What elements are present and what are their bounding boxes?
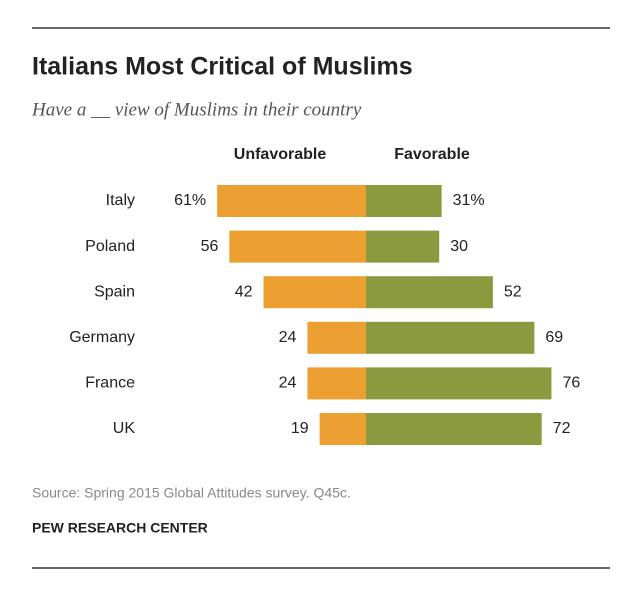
legend-label: Unfavorable [234, 146, 327, 163]
value-label: 24 [279, 375, 297, 392]
source: Source: Spring 2015 Global Attitudes sur… [32, 485, 351, 501]
chart-subtitle: Have a __ view of Muslims in their count… [31, 99, 362, 120]
credit: PEW RESEARCH CENTER [32, 520, 208, 536]
value-label: 72 [553, 420, 571, 437]
category-label: UK [113, 420, 136, 437]
value-label: 24 [279, 329, 297, 346]
legend-label: Favorable [394, 146, 470, 163]
bar [366, 230, 440, 263]
value-label: 30 [450, 238, 468, 255]
value-label: 31% [453, 192, 485, 209]
value-label: 61% [174, 192, 206, 209]
value-label: 19 [291, 420, 309, 437]
bar [366, 413, 542, 445]
bar [307, 367, 366, 400]
category-label: France [85, 375, 135, 392]
chart-title: Italians Most Critical of Muslims [32, 53, 413, 81]
value-label: 69 [545, 329, 563, 346]
category-label: Poland [85, 238, 135, 255]
bar [263, 276, 366, 309]
category-label: Spain [94, 283, 135, 300]
bar [366, 276, 493, 309]
value-label: 52 [504, 283, 522, 300]
category-label: Germany [69, 329, 135, 346]
bar [307, 321, 366, 354]
bar [366, 321, 535, 354]
bar [319, 413, 366, 445]
category-label: Italy [106, 192, 135, 209]
bar [217, 185, 366, 217]
bar [366, 367, 552, 400]
bar [229, 230, 366, 263]
value-label: 76 [562, 375, 580, 392]
value-label: 56 [201, 238, 219, 255]
value-label: 42 [235, 283, 253, 300]
bar [366, 185, 442, 217]
